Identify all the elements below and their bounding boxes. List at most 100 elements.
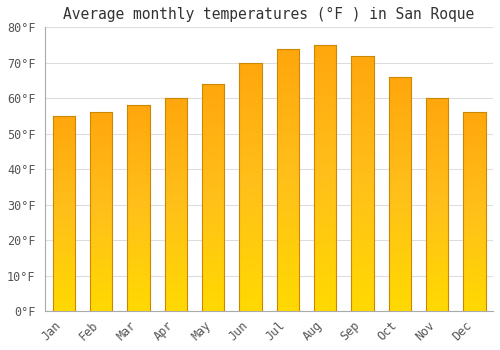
Bar bbox=[128, 251, 150, 253]
Bar bbox=[52, 132, 75, 134]
Bar bbox=[240, 199, 262, 202]
Bar bbox=[351, 81, 374, 84]
Bar bbox=[314, 242, 336, 245]
Bar bbox=[351, 160, 374, 163]
Bar bbox=[202, 247, 224, 250]
Bar bbox=[463, 303, 485, 305]
Bar bbox=[240, 257, 262, 259]
Bar bbox=[276, 56, 299, 59]
Bar bbox=[240, 296, 262, 299]
Bar bbox=[164, 243, 187, 245]
Bar bbox=[463, 291, 485, 293]
Bar bbox=[202, 229, 224, 232]
Bar bbox=[90, 239, 112, 241]
Bar bbox=[90, 164, 112, 166]
Bar bbox=[90, 136, 112, 138]
Bar bbox=[164, 147, 187, 149]
Bar bbox=[351, 222, 374, 224]
Bar bbox=[351, 206, 374, 209]
Bar bbox=[426, 107, 448, 109]
Bar bbox=[351, 135, 374, 138]
Bar bbox=[351, 181, 374, 183]
Bar bbox=[276, 161, 299, 164]
Bar bbox=[128, 190, 150, 192]
Bar bbox=[276, 203, 299, 206]
Bar bbox=[202, 173, 224, 175]
Bar bbox=[52, 288, 75, 290]
Bar bbox=[202, 227, 224, 229]
Bar bbox=[463, 206, 485, 208]
Bar bbox=[388, 267, 411, 269]
Bar bbox=[314, 58, 336, 61]
Bar bbox=[314, 130, 336, 133]
Bar bbox=[52, 118, 75, 120]
Bar bbox=[388, 159, 411, 161]
Bar bbox=[463, 226, 485, 228]
Bar bbox=[240, 98, 262, 100]
Bar bbox=[351, 293, 374, 296]
Bar bbox=[314, 205, 336, 207]
Bar bbox=[351, 308, 374, 311]
Bar bbox=[164, 122, 187, 124]
Bar bbox=[426, 277, 448, 279]
Bar bbox=[463, 118, 485, 120]
Bar bbox=[426, 262, 448, 264]
Bar bbox=[90, 180, 112, 182]
Bar bbox=[90, 261, 112, 264]
Bar bbox=[426, 226, 448, 228]
Bar bbox=[90, 265, 112, 267]
Bar bbox=[388, 206, 411, 208]
Bar bbox=[314, 146, 336, 149]
Bar bbox=[240, 217, 262, 219]
Bar bbox=[52, 280, 75, 282]
Bar bbox=[388, 91, 411, 93]
Bar bbox=[276, 109, 299, 112]
Bar bbox=[52, 128, 75, 130]
Bar bbox=[128, 150, 150, 153]
Bar bbox=[388, 177, 411, 180]
Bar bbox=[240, 271, 262, 274]
Bar bbox=[351, 71, 374, 74]
Bar bbox=[351, 245, 374, 247]
Bar bbox=[314, 300, 336, 303]
Bar bbox=[240, 107, 262, 110]
Bar bbox=[128, 241, 150, 243]
Bar bbox=[351, 79, 374, 81]
Bar bbox=[276, 175, 299, 177]
Bar bbox=[463, 218, 485, 220]
Bar bbox=[276, 198, 299, 201]
Bar bbox=[164, 98, 187, 100]
Bar bbox=[314, 138, 336, 141]
Bar bbox=[426, 281, 448, 284]
Bar bbox=[388, 168, 411, 170]
Bar bbox=[276, 77, 299, 80]
Bar bbox=[128, 303, 150, 305]
Bar bbox=[90, 233, 112, 236]
Bar bbox=[52, 264, 75, 266]
Bar bbox=[52, 149, 75, 151]
Bar bbox=[240, 172, 262, 175]
Bar bbox=[202, 281, 224, 284]
Bar bbox=[202, 300, 224, 302]
Bar bbox=[202, 157, 224, 159]
Bar bbox=[426, 139, 448, 141]
Bar bbox=[202, 168, 224, 170]
Bar bbox=[276, 295, 299, 298]
Bar bbox=[426, 181, 448, 183]
Bar bbox=[164, 177, 187, 179]
Bar bbox=[314, 202, 336, 205]
Bar bbox=[426, 113, 448, 115]
Bar bbox=[240, 130, 262, 132]
Bar bbox=[52, 182, 75, 184]
Bar bbox=[164, 136, 187, 139]
Bar bbox=[388, 243, 411, 246]
Bar bbox=[90, 142, 112, 144]
Bar bbox=[90, 245, 112, 247]
Bar bbox=[276, 138, 299, 140]
Bar bbox=[52, 307, 75, 309]
Bar bbox=[52, 298, 75, 299]
Bar bbox=[90, 270, 112, 271]
Bar bbox=[426, 290, 448, 292]
Bar bbox=[164, 166, 187, 168]
Bar bbox=[52, 295, 75, 298]
